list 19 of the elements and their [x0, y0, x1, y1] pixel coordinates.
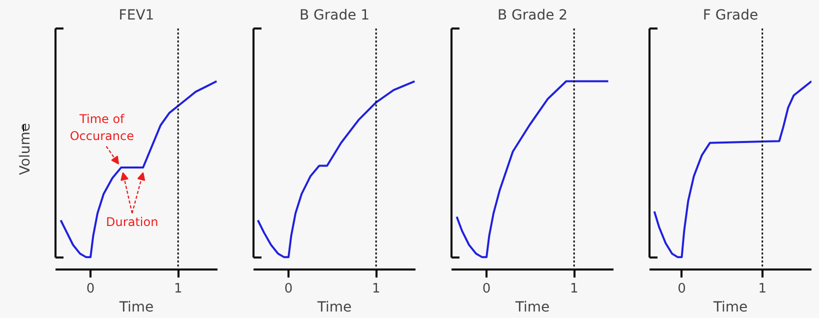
x-tick-label: 0 — [86, 282, 95, 296]
x-tick-label: 0 — [678, 282, 686, 296]
x-axis-title: Time — [712, 300, 748, 316]
chart-title: B Grade 2 — [497, 8, 568, 24]
y-axis-title: Volume — [18, 122, 34, 176]
chart-title: F Grade — [702, 8, 758, 24]
x-tick-label: 1 — [758, 282, 766, 296]
x-tick-label: 0 — [284, 282, 293, 296]
x-axis-title: Time — [514, 300, 550, 316]
chart-title: B Grade 1 — [299, 8, 370, 24]
x-tick-label: 1 — [372, 282, 380, 296]
annotation: Time of Occurance — [70, 112, 134, 143]
x-tick-label: 1 — [570, 282, 578, 296]
x-axis-title: Time — [118, 300, 154, 316]
chart-title: FEV1 — [118, 8, 154, 24]
x-tick-label: 0 — [482, 282, 491, 296]
annotation: Duration — [106, 214, 158, 229]
x-axis-title: Time — [316, 300, 352, 316]
x-tick-label: 1 — [174, 282, 182, 296]
